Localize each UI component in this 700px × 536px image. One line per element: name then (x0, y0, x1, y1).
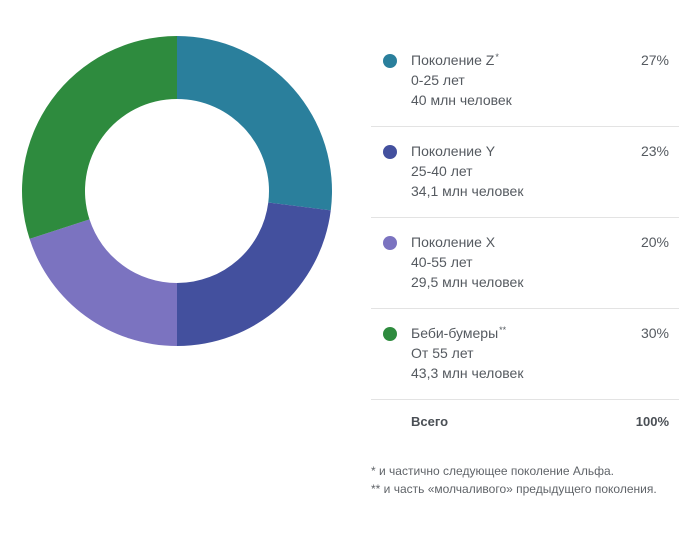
legend-name: Поколение Y (411, 143, 496, 159)
legend-count: 43,3 млн человек (411, 365, 524, 381)
legend-count: 40 млн человек (411, 92, 512, 108)
slice-gen-x (29, 219, 177, 346)
legend-row-gen-z: Поколение Z* 0-25 лет 40 млн человек 27% (371, 36, 679, 127)
legend-dot-icon (383, 327, 397, 341)
legend-percent: 27% (640, 52, 669, 68)
footnote-2: ** и часть «молчаливого» предыдущего пок… (371, 482, 657, 496)
donut-chart (21, 36, 332, 346)
legend-percent: 23% (640, 143, 669, 159)
total-label: Всего (411, 414, 449, 429)
legend: Поколение Z* 0-25 лет 40 млн человек 27%… (371, 36, 679, 440)
legend-age: 0-25 лет (411, 72, 465, 88)
legend-total-row: Всего 100% (371, 400, 679, 440)
legend-age: 25-40 лет (411, 163, 473, 179)
legend-row-gen-y: Поколение Y 25-40 лет 34,1 млн человек 2… (371, 127, 679, 218)
legend-age: От 55 лет (411, 345, 474, 361)
legend-name: Поколение Z* (411, 52, 499, 68)
slice-gen-z (177, 36, 332, 211)
legend-name: Поколение X (411, 234, 496, 250)
legend-row-boomers: Беби-бумеры** От 55 лет 43,3 млн человек… (371, 309, 679, 400)
slice-gen-y (177, 202, 331, 346)
legend-count: 34,1 млн человек (411, 183, 524, 199)
total-value: 100% (635, 414, 669, 429)
legend-age: 40-55 лет (411, 254, 473, 270)
legend-dot-icon (383, 54, 397, 68)
legend-name: Беби-бумеры** (411, 325, 507, 341)
footnote-1: * и частично следующее поколение Альфа. (371, 464, 615, 478)
legend-percent: 20% (640, 234, 669, 250)
legend-dot-icon (383, 145, 397, 159)
legend-percent: 30% (640, 325, 669, 341)
legend-count: 29,5 млн человек (411, 274, 524, 290)
legend-row-gen-x: Поколение X 40-55 лет 29,5 млн человек 2… (371, 218, 679, 309)
footnotes: * и частично следующее поколение Альфа. … (371, 462, 661, 498)
slice-boomers (21, 36, 178, 239)
legend-dot-icon (383, 236, 397, 250)
